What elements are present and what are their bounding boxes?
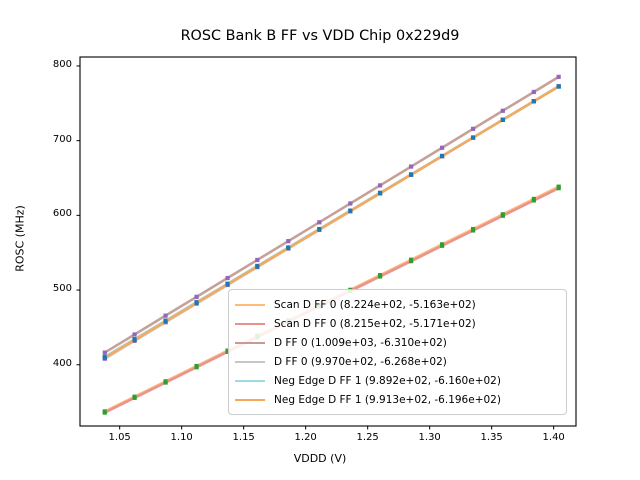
- legend-label: Scan D FF 0 (8.215e+02, -5.171e+02): [274, 317, 476, 330]
- legend-item-1: Scan D FF 0 (8.215e+02, -5.171e+02): [235, 314, 558, 333]
- y-tick-label: 400: [52, 357, 72, 369]
- legend-item-4: Neg Edge D FF 1 (9.892e+02, -6.160e+02): [235, 371, 558, 390]
- legend-label: Neg Edge D FF 1 (9.913e+02, -6.196e+02): [274, 393, 501, 406]
- chart-legend: Scan D FF 0 (8.224e+02, -5.163e+02) Scan …: [228, 289, 567, 415]
- axis-ticks: [76, 65, 555, 430]
- legend-color-swatch: [235, 379, 265, 382]
- legend-item-2: D FF 0 (1.009e+03, -6.310e+02): [235, 333, 558, 352]
- x-tick-label: 1.20: [294, 432, 317, 443]
- x-axis-label: VDDD (V): [293, 452, 347, 465]
- y-axis-label: ROSC (MHz): [13, 205, 27, 272]
- x-tick-label: 1.30: [418, 432, 441, 443]
- x-tick-label: 1.35: [480, 432, 503, 443]
- legend-label: Neg Edge D FF 1 (9.892e+02, -6.160e+02): [274, 374, 501, 387]
- y-tick-label: 600: [52, 208, 72, 220]
- legend-color-swatch: [235, 322, 265, 325]
- legend-color-swatch: [235, 341, 265, 344]
- x-tick-label: 1.25: [356, 432, 379, 443]
- legend-item-5: Neg Edge D FF 1 (9.913e+02, -6.196e+02): [235, 390, 558, 409]
- legend-color-swatch: [235, 303, 265, 306]
- series-5: [102, 84, 561, 360]
- legend-color-swatch: [235, 360, 265, 363]
- x-tick-label: 1.10: [170, 432, 193, 443]
- legend-label: D FF 0 (1.009e+03, -6.310e+02): [274, 336, 447, 349]
- legend-color-swatch: [235, 398, 265, 401]
- y-tick-label: 800: [52, 58, 72, 70]
- legend-label: Scan D FF 0 (8.224e+02, -5.163e+02): [274, 298, 476, 311]
- series-2: [102, 74, 561, 355]
- x-tick-label: 1.15: [232, 432, 255, 443]
- legend-item-3: D FF 0 (9.970e+02, -6.268e+02): [235, 352, 558, 371]
- legend-item-0: Scan D FF 0 (8.224e+02, -5.163e+02): [235, 295, 558, 314]
- axes-spines: [79, 56, 577, 427]
- x-tick-label: 1.40: [542, 432, 565, 443]
- y-tick-label: 500: [52, 283, 72, 295]
- chart-title: ROSC Bank B FF vs VDD Chip 0x229d9: [180, 28, 460, 44]
- y-tick-label: 700: [52, 133, 72, 145]
- legend-label: D FF 0 (9.970e+02, -6.268e+02): [274, 355, 447, 368]
- x-tick-label: 1.05: [108, 432, 131, 443]
